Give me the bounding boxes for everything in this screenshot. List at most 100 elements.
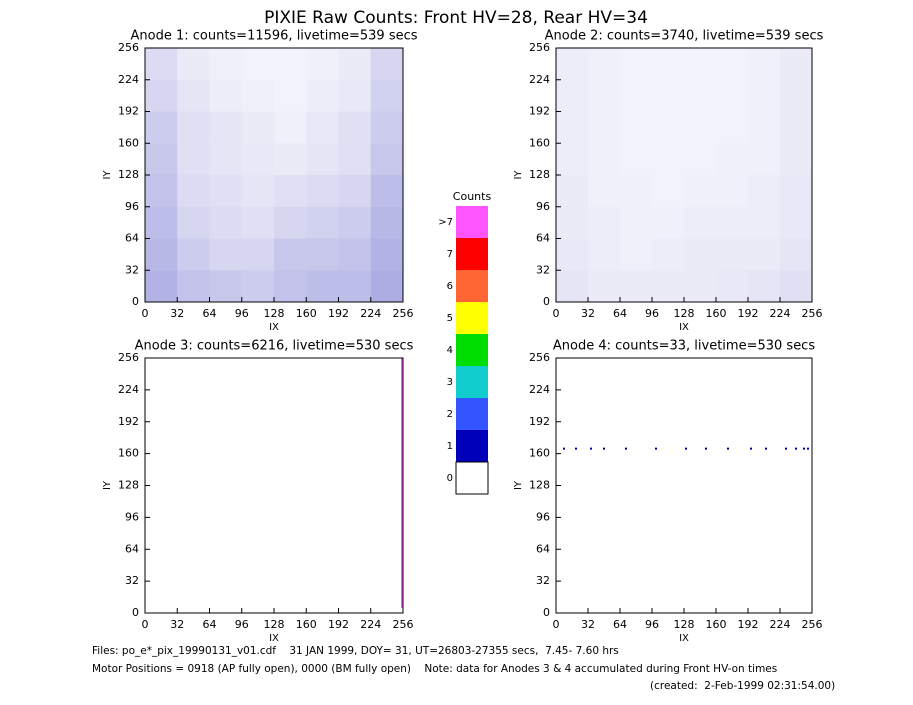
panel-title: Anode 3: counts=6216, livetime=530 secs xyxy=(135,339,414,354)
y-tick-label: 64 xyxy=(125,232,139,245)
colorbar-swatch xyxy=(456,334,488,366)
x-tick-label: 224 xyxy=(360,307,381,320)
density-cell xyxy=(274,270,307,302)
x-tick-label: 224 xyxy=(770,618,791,631)
density-cell xyxy=(306,238,339,271)
y-tick-label: 224 xyxy=(118,73,139,86)
density-cell xyxy=(306,111,339,144)
colorbar-label: 2 xyxy=(447,409,453,420)
density-cell xyxy=(556,175,588,207)
x-tick-label: 160 xyxy=(706,307,727,320)
panel-title: Anode 1: counts=11596, livetime=539 secs xyxy=(130,29,417,44)
colorbar-swatch xyxy=(456,430,488,462)
count-dot xyxy=(727,447,729,450)
density-cell xyxy=(780,143,812,175)
density-cell xyxy=(652,206,684,239)
density-cell xyxy=(241,206,274,239)
density-cell xyxy=(556,48,588,80)
density-cell xyxy=(274,238,307,271)
density-cell xyxy=(588,48,620,80)
x-tick-label: 64 xyxy=(203,307,217,320)
density-cell xyxy=(241,111,274,144)
density-cell xyxy=(306,48,339,80)
y-tick-label: 256 xyxy=(118,41,139,54)
density-cell xyxy=(241,79,274,112)
density-cell xyxy=(145,175,178,207)
density-cell xyxy=(274,206,307,239)
x-tick-label: 0 xyxy=(142,307,149,320)
density-cell xyxy=(370,175,403,207)
density-cell xyxy=(145,143,178,175)
density-cell xyxy=(370,238,403,271)
colorbar-label: 4 xyxy=(447,345,453,356)
density-cell xyxy=(306,270,339,302)
density-cell xyxy=(780,206,812,239)
y-tick-label: 192 xyxy=(118,415,139,428)
x-tick-label: 0 xyxy=(553,618,560,631)
density-cell xyxy=(145,238,178,271)
density-cell xyxy=(620,238,652,271)
x-tick-label: 64 xyxy=(203,618,217,631)
density-cell xyxy=(684,238,716,271)
panel-title: Anode 2: counts=3740, livetime=539 secs xyxy=(545,29,824,44)
density-cell xyxy=(684,79,716,112)
y-tick-label: 128 xyxy=(529,168,550,181)
colorbar-swatch xyxy=(455,461,489,495)
density-cell xyxy=(620,270,652,302)
count-dot xyxy=(807,447,809,450)
y-tick-label: 32 xyxy=(536,263,550,276)
y-tick-label: 0 xyxy=(543,606,550,619)
footer-line: Motor Positions = 0918 (AP fully open), … xyxy=(92,663,777,675)
density-cell xyxy=(209,48,242,80)
density-cell xyxy=(588,111,620,144)
colorbar-swatch xyxy=(456,238,488,270)
colorbar-label: 1 xyxy=(447,441,453,452)
density-cell xyxy=(338,238,371,271)
y-tick-label: 64 xyxy=(536,232,550,245)
density-cell xyxy=(620,48,652,80)
density-cell xyxy=(620,79,652,112)
x-tick-label: 192 xyxy=(738,618,759,631)
y-axis-label: IY xyxy=(102,480,113,490)
density-cell xyxy=(370,111,403,144)
density-cell xyxy=(716,270,748,302)
density-cell xyxy=(370,48,403,80)
panel-title: Anode 4: counts=33, livetime=530 secs xyxy=(553,339,815,354)
density-cell xyxy=(588,143,620,175)
density-cell xyxy=(556,79,588,112)
density-cell xyxy=(716,143,748,175)
density-cell xyxy=(338,175,371,207)
density-cell xyxy=(241,175,274,207)
density-cell xyxy=(780,48,812,80)
x-tick-label: 96 xyxy=(235,307,249,320)
density-cell xyxy=(145,206,178,239)
density-cell xyxy=(652,111,684,144)
density-cell xyxy=(556,238,588,271)
x-tick-label: 256 xyxy=(393,307,414,320)
x-tick-label: 64 xyxy=(613,307,627,320)
count-dot xyxy=(803,447,805,450)
footer-line: Files: po_e*_pix_19990131_v01.cdf 31 JAN… xyxy=(92,645,619,657)
y-tick-label: 256 xyxy=(529,351,550,364)
density-cell xyxy=(780,175,812,207)
density-cell xyxy=(209,270,242,302)
density-cell xyxy=(748,270,780,302)
x-tick-label: 32 xyxy=(170,307,184,320)
x-tick-label: 160 xyxy=(706,618,727,631)
count-dot xyxy=(625,447,627,450)
density-cell xyxy=(241,48,274,80)
x-tick-label: 32 xyxy=(581,618,595,631)
density-cell xyxy=(370,270,403,302)
y-tick-label: 0 xyxy=(543,295,550,308)
density-cell xyxy=(306,143,339,175)
colorbar-label: 7 xyxy=(447,249,453,260)
count-dot xyxy=(685,447,687,450)
colorbar-swatch xyxy=(456,398,488,430)
density-cell xyxy=(145,111,178,144)
y-tick-label: 224 xyxy=(529,73,550,86)
density-cell xyxy=(716,238,748,271)
footer-line: (created: 2-Feb-1999 02:31:54.00) xyxy=(650,680,835,692)
y-tick-label: 128 xyxy=(529,479,550,492)
y-tick-label: 192 xyxy=(118,105,139,118)
y-tick-label: 64 xyxy=(536,542,550,555)
